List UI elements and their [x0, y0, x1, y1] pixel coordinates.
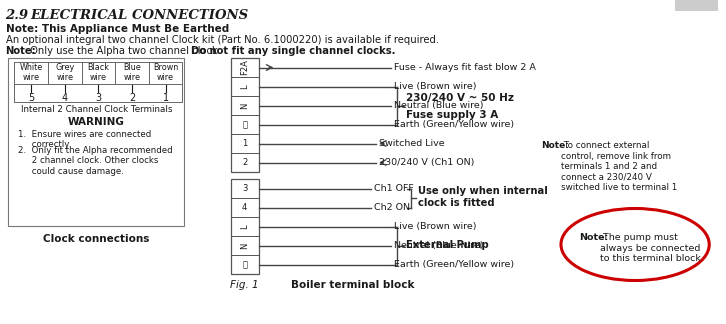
Text: ⏚: ⏚	[242, 260, 247, 269]
Text: 2: 2	[129, 93, 135, 103]
Text: Note:: Note:	[541, 142, 569, 151]
Text: Use only when internal
clock is fitted: Use only when internal clock is fitted	[417, 186, 547, 208]
Text: 1: 1	[242, 139, 248, 148]
Text: Ch1 OFF: Ch1 OFF	[374, 184, 414, 193]
Text: Note:: Note:	[6, 46, 36, 56]
Text: Only use the Alpha two channel clock.: Only use the Alpha two channel clock.	[28, 46, 224, 56]
Text: Fuse - Always fit fast blow 2 A: Fuse - Always fit fast blow 2 A	[394, 63, 536, 72]
Text: Earth (Green/Yellow wire): Earth (Green/Yellow wire)	[394, 120, 514, 129]
Text: Switched Live: Switched Live	[379, 139, 445, 148]
Text: Do not fit any single channel clocks.: Do not fit any single channel clocks.	[192, 46, 396, 56]
Text: White
wire: White wire	[20, 63, 43, 82]
Text: Black
wire: Black wire	[87, 63, 110, 82]
Text: 4: 4	[62, 93, 68, 103]
Text: ELECTRICAL CONNECTIONS: ELECTRICAL CONNECTIONS	[30, 9, 248, 22]
Text: 2: 2	[242, 158, 248, 167]
Text: 3: 3	[242, 184, 248, 193]
Text: Live (Brown wire): Live (Brown wire)	[394, 222, 476, 231]
Text: To connect external
control, remove link from
terminals 1 and 2 and
connect a 23: To connect external control, remove link…	[561, 142, 677, 192]
Text: Earth (Green/Yellow wire): Earth (Green/Yellow wire)	[394, 260, 514, 269]
Text: 1.  Ensure wires are connected
     correctly: 1. Ensure wires are connected correctly	[18, 130, 152, 149]
Bar	[674, 0, 718, 11]
Text: The pump must
always be connected
to this terminal block: The pump must always be connected to thi…	[600, 234, 701, 263]
Text: 2.  Only fit the Alpha recommended
     2 channel clock. Other clocks
     could: 2. Only fit the Alpha recommended 2 chan…	[18, 146, 173, 176]
Text: 230/240 V ~ 50 Hz: 230/240 V ~ 50 Hz	[406, 94, 514, 103]
Text: 230/240 V (Ch1 ON): 230/240 V (Ch1 ON)	[379, 158, 475, 167]
Text: F2A: F2A	[240, 60, 249, 75]
Text: An optional integral two channel Clock kit (Part No. 6.1000220) is available if : An optional integral two channel Clock k…	[6, 35, 439, 45]
Text: Neutral (Blue wire): Neutral (Blue wire)	[394, 241, 484, 250]
Text: Fuse supply 3 A: Fuse supply 3 A	[406, 110, 498, 120]
Text: Boiler terminal block: Boiler terminal block	[290, 280, 414, 290]
Bar	[9, 58, 184, 226]
Text: 1: 1	[163, 93, 168, 103]
Text: 4: 4	[242, 203, 248, 212]
Text: 2.9: 2.9	[6, 9, 28, 22]
Text: N: N	[240, 242, 249, 249]
Text: Note:: Note:	[579, 234, 608, 242]
Text: Grey
wire: Grey wire	[55, 63, 75, 82]
Text: ⏚: ⏚	[242, 120, 247, 129]
Text: Note: This Appliance Must Be Earthed: Note: This Appliance Must Be Earthed	[6, 24, 229, 34]
Text: N: N	[240, 102, 249, 109]
Text: Blue
wire: Blue wire	[123, 63, 141, 82]
Bar	[231, 58, 258, 172]
Text: External Pump: External Pump	[406, 240, 489, 250]
Text: L: L	[240, 224, 249, 229]
Text: Neutral (Blue wire): Neutral (Blue wire)	[394, 101, 484, 110]
Text: Brown
wire: Brown wire	[153, 63, 179, 82]
Text: Live (Brown wire): Live (Brown wire)	[394, 82, 476, 91]
Text: Ch2 ON: Ch2 ON	[374, 203, 410, 212]
Bar	[231, 179, 258, 274]
Text: 5: 5	[28, 93, 34, 103]
Text: Internal 2 Channel Clock Terminals: Internal 2 Channel Clock Terminals	[21, 105, 172, 114]
Text: Fig. 1: Fig. 1	[230, 280, 259, 290]
Text: L: L	[240, 84, 249, 89]
Text: 3: 3	[95, 93, 102, 103]
Text: Clock connections: Clock connections	[44, 234, 150, 244]
Text: WARNING: WARNING	[68, 117, 125, 127]
